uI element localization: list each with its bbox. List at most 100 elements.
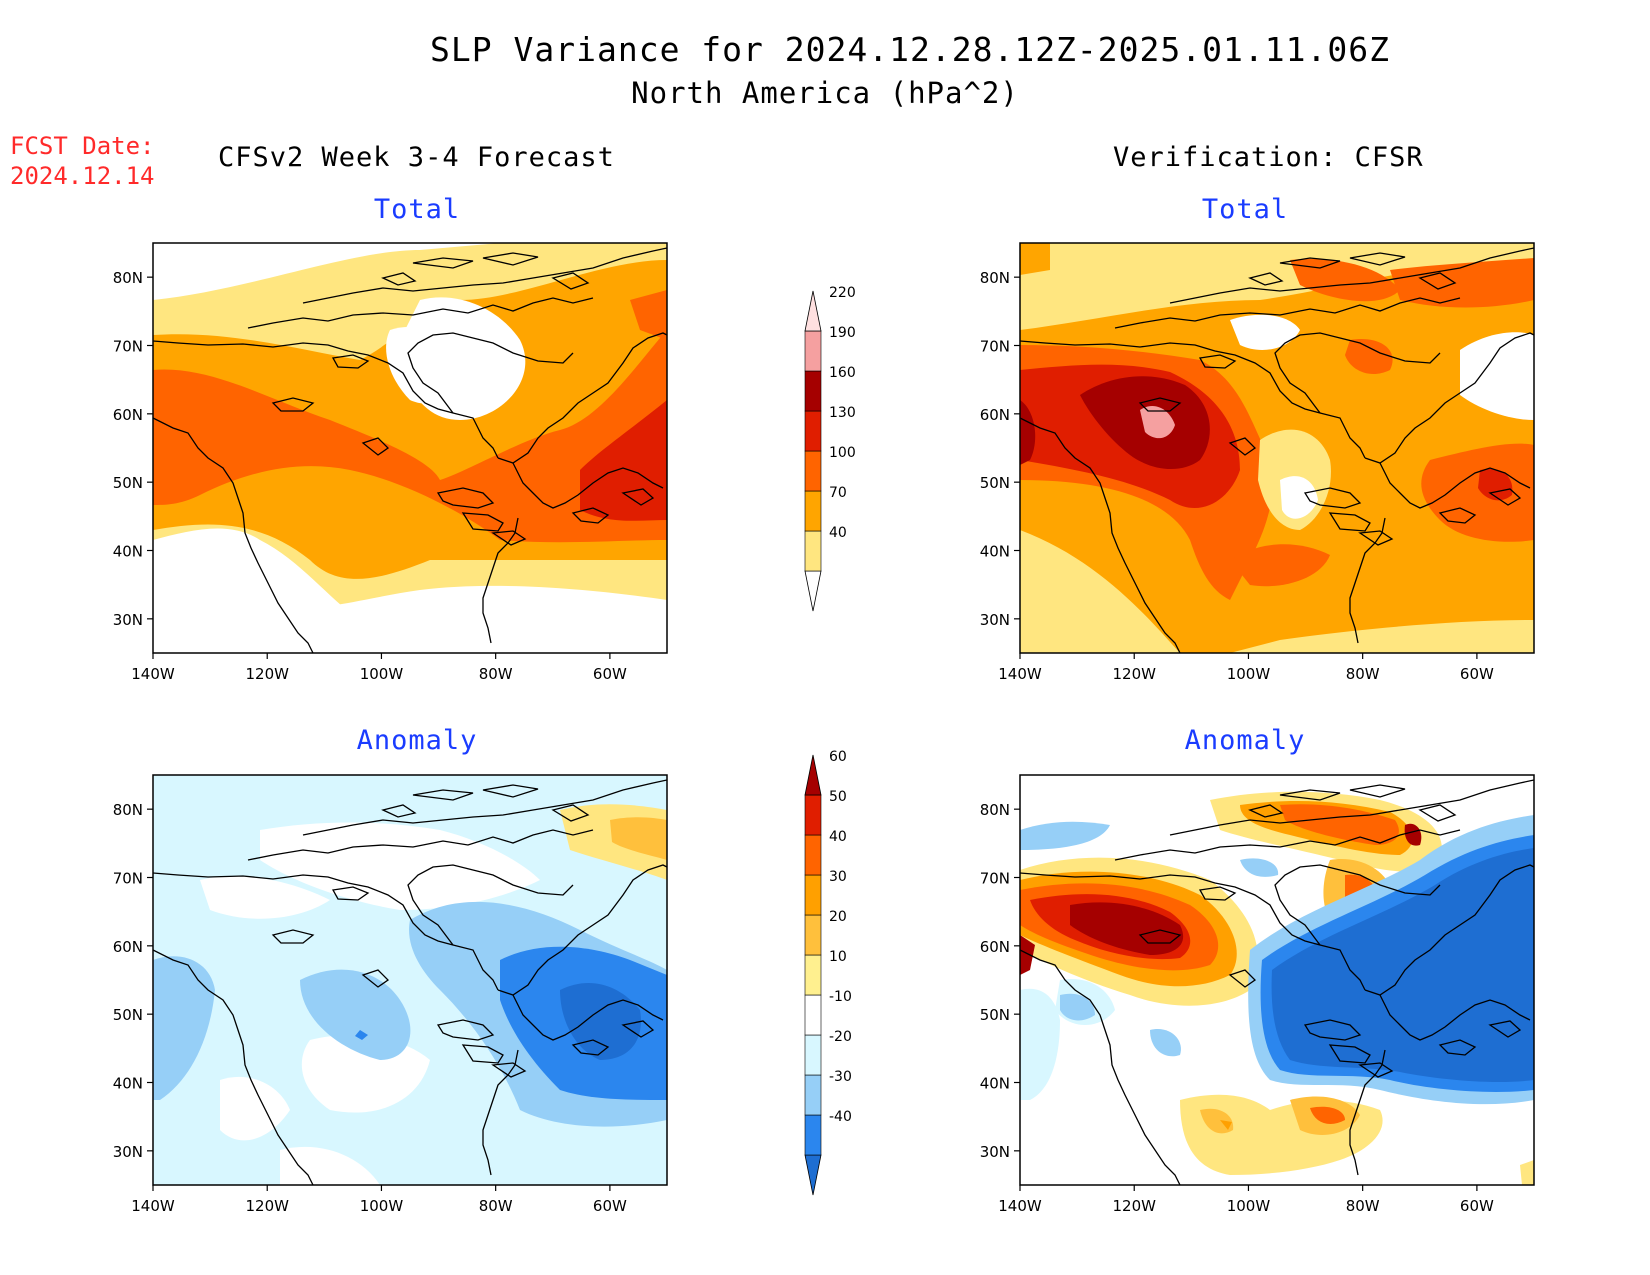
lat-tick-label: 50N — [113, 474, 143, 492]
colorbar-box — [804, 410, 822, 452]
lat-tick-label: 60N — [980, 938, 1010, 956]
colorbar-anomaly-label: 40 — [829, 829, 847, 845]
colorbar-box — [804, 450, 822, 492]
colorbar-anomaly-label: 10 — [829, 949, 847, 965]
lat-tick-label: 40N — [113, 543, 143, 561]
frame-forecast-anomaly — [152, 774, 668, 1186]
colorbar-anomaly-label: -10 — [829, 989, 852, 1005]
colorbar-anomaly-label: 50 — [829, 789, 847, 805]
lon-tick-label: 80W — [1346, 1197, 1380, 1215]
colorbar-end-low — [804, 570, 822, 612]
colorbar-box — [804, 954, 822, 996]
lat-tick-label: 40N — [980, 1075, 1010, 1093]
frame-forecast-total — [152, 242, 668, 654]
lon-tick-label: 140W — [131, 1197, 175, 1215]
colorbar-total-label: 40 — [829, 525, 847, 541]
lon-tick-label: 80W — [479, 1197, 513, 1215]
lat-tick-label: 80N — [113, 801, 143, 819]
colorbar-total-label: 190 — [829, 325, 856, 341]
lat-tick-label: 70N — [980, 870, 1010, 888]
frame-verification-anomaly — [1019, 774, 1535, 1186]
lon-tick-label: 100W — [360, 665, 404, 683]
panel-title-verification-anomaly: Anomaly — [1184, 725, 1306, 756]
lat-tick-label: 60N — [113, 406, 143, 424]
colorbar-box — [804, 1034, 822, 1076]
lon-tick-label: 100W — [360, 1197, 404, 1215]
colorbar-box — [804, 530, 822, 572]
colorbar-box — [804, 330, 822, 372]
lat-tick-label: 30N — [113, 1143, 143, 1161]
lat-tick-label: 40N — [113, 1075, 143, 1093]
colorbar-box — [804, 914, 822, 956]
lon-tick-label: 60W — [1460, 665, 1494, 683]
lat-tick-label: 80N — [980, 801, 1010, 819]
lon-tick-label: 60W — [593, 1197, 627, 1215]
figure-subtitle: North America (hPa^2) — [631, 76, 1019, 110]
colorbar-box — [804, 994, 822, 1036]
lat-tick-label: 30N — [980, 1143, 1010, 1161]
lat-tick-label: 70N — [980, 338, 1010, 356]
lon-tick-label: 140W — [998, 665, 1042, 683]
lat-tick-label: 70N — [113, 870, 143, 888]
lat-tick-label: 50N — [980, 1006, 1010, 1024]
lon-tick-label: 120W — [1112, 1197, 1156, 1215]
lon-tick-label: 60W — [1460, 1197, 1494, 1215]
lon-tick-label: 120W — [245, 1197, 289, 1215]
colorbar-box — [804, 834, 822, 876]
fcst-date-label: FCST Date: — [10, 132, 155, 160]
lat-tick-label: 30N — [980, 611, 1010, 629]
lat-tick-label: 30N — [113, 611, 143, 629]
colorbar-anomaly-label: 60 — [829, 749, 847, 765]
colorbar-box — [804, 370, 822, 412]
colorbar-end-low — [804, 1154, 822, 1196]
verification-total-field — [1020, 243, 1534, 653]
colorbar-anomaly-label: 30 — [829, 869, 847, 885]
lon-tick-label: 120W — [1112, 665, 1156, 683]
lat-tick-label: 80N — [113, 269, 143, 287]
lat-tick-label: 80N — [980, 269, 1010, 287]
colorbar-box — [804, 490, 822, 532]
colorbar-box — [804, 1114, 822, 1156]
panel-title-verification-total: Total — [1201, 194, 1289, 225]
fcst-date-value: 2024.12.14 — [10, 162, 155, 190]
right-column-title: Verification: CFSR — [1113, 142, 1424, 173]
colorbar-anomaly-label: -20 — [829, 1029, 852, 1045]
colorbar-box — [804, 794, 822, 836]
colorbar-total-label: 100 — [829, 445, 856, 461]
colorbar-end-high — [804, 290, 822, 332]
panel-title-forecast-anomaly: Anomaly — [356, 725, 478, 756]
colorbar-total-label: 160 — [829, 365, 856, 381]
colorbar-total: 40 70 100 130 160 190 220 — [804, 285, 856, 612]
lon-tick-label: 100W — [1227, 665, 1271, 683]
colorbar-box — [804, 1074, 822, 1116]
colorbar-anomaly: -40 -30 -20 -10 10 20 30 40 50 60 — [804, 749, 852, 1196]
forecast-total-field — [153, 243, 667, 653]
lon-tick-label: 100W — [1227, 1197, 1271, 1215]
lat-tick-label: 50N — [980, 474, 1010, 492]
colorbar-total-label: 70 — [829, 485, 847, 501]
colorbar-end-high — [804, 754, 822, 796]
colorbar-anomaly-label: 20 — [829, 909, 847, 925]
colorbar-total-label: 220 — [829, 285, 856, 301]
lon-tick-label: 120W — [245, 665, 289, 683]
colorbar-total-label: 130 — [829, 405, 856, 421]
colorbar-anomaly-label: -30 — [829, 1069, 852, 1085]
frame-verification-total — [1019, 242, 1535, 654]
colorbar-box — [804, 874, 822, 916]
lon-tick-label: 140W — [998, 1197, 1042, 1215]
panel-title-forecast-total: Total — [373, 194, 461, 225]
colorbar-anomaly-label: -40 — [829, 1109, 852, 1125]
verification-anomaly-field — [1020, 775, 1534, 1185]
forecast-anomaly-field — [153, 775, 667, 1185]
lat-tick-label: 50N — [113, 1006, 143, 1024]
lon-tick-label: 140W — [131, 665, 175, 683]
lon-tick-label: 60W — [593, 665, 627, 683]
left-column-title: CFSv2 Week 3-4 Forecast — [218, 142, 615, 173]
lon-tick-label: 80W — [479, 665, 513, 683]
lat-tick-label: 60N — [980, 406, 1010, 424]
lat-tick-label: 60N — [113, 938, 143, 956]
lon-tick-label: 80W — [1346, 665, 1380, 683]
lat-tick-label: 70N — [113, 338, 143, 356]
lat-tick-label: 40N — [980, 543, 1010, 561]
